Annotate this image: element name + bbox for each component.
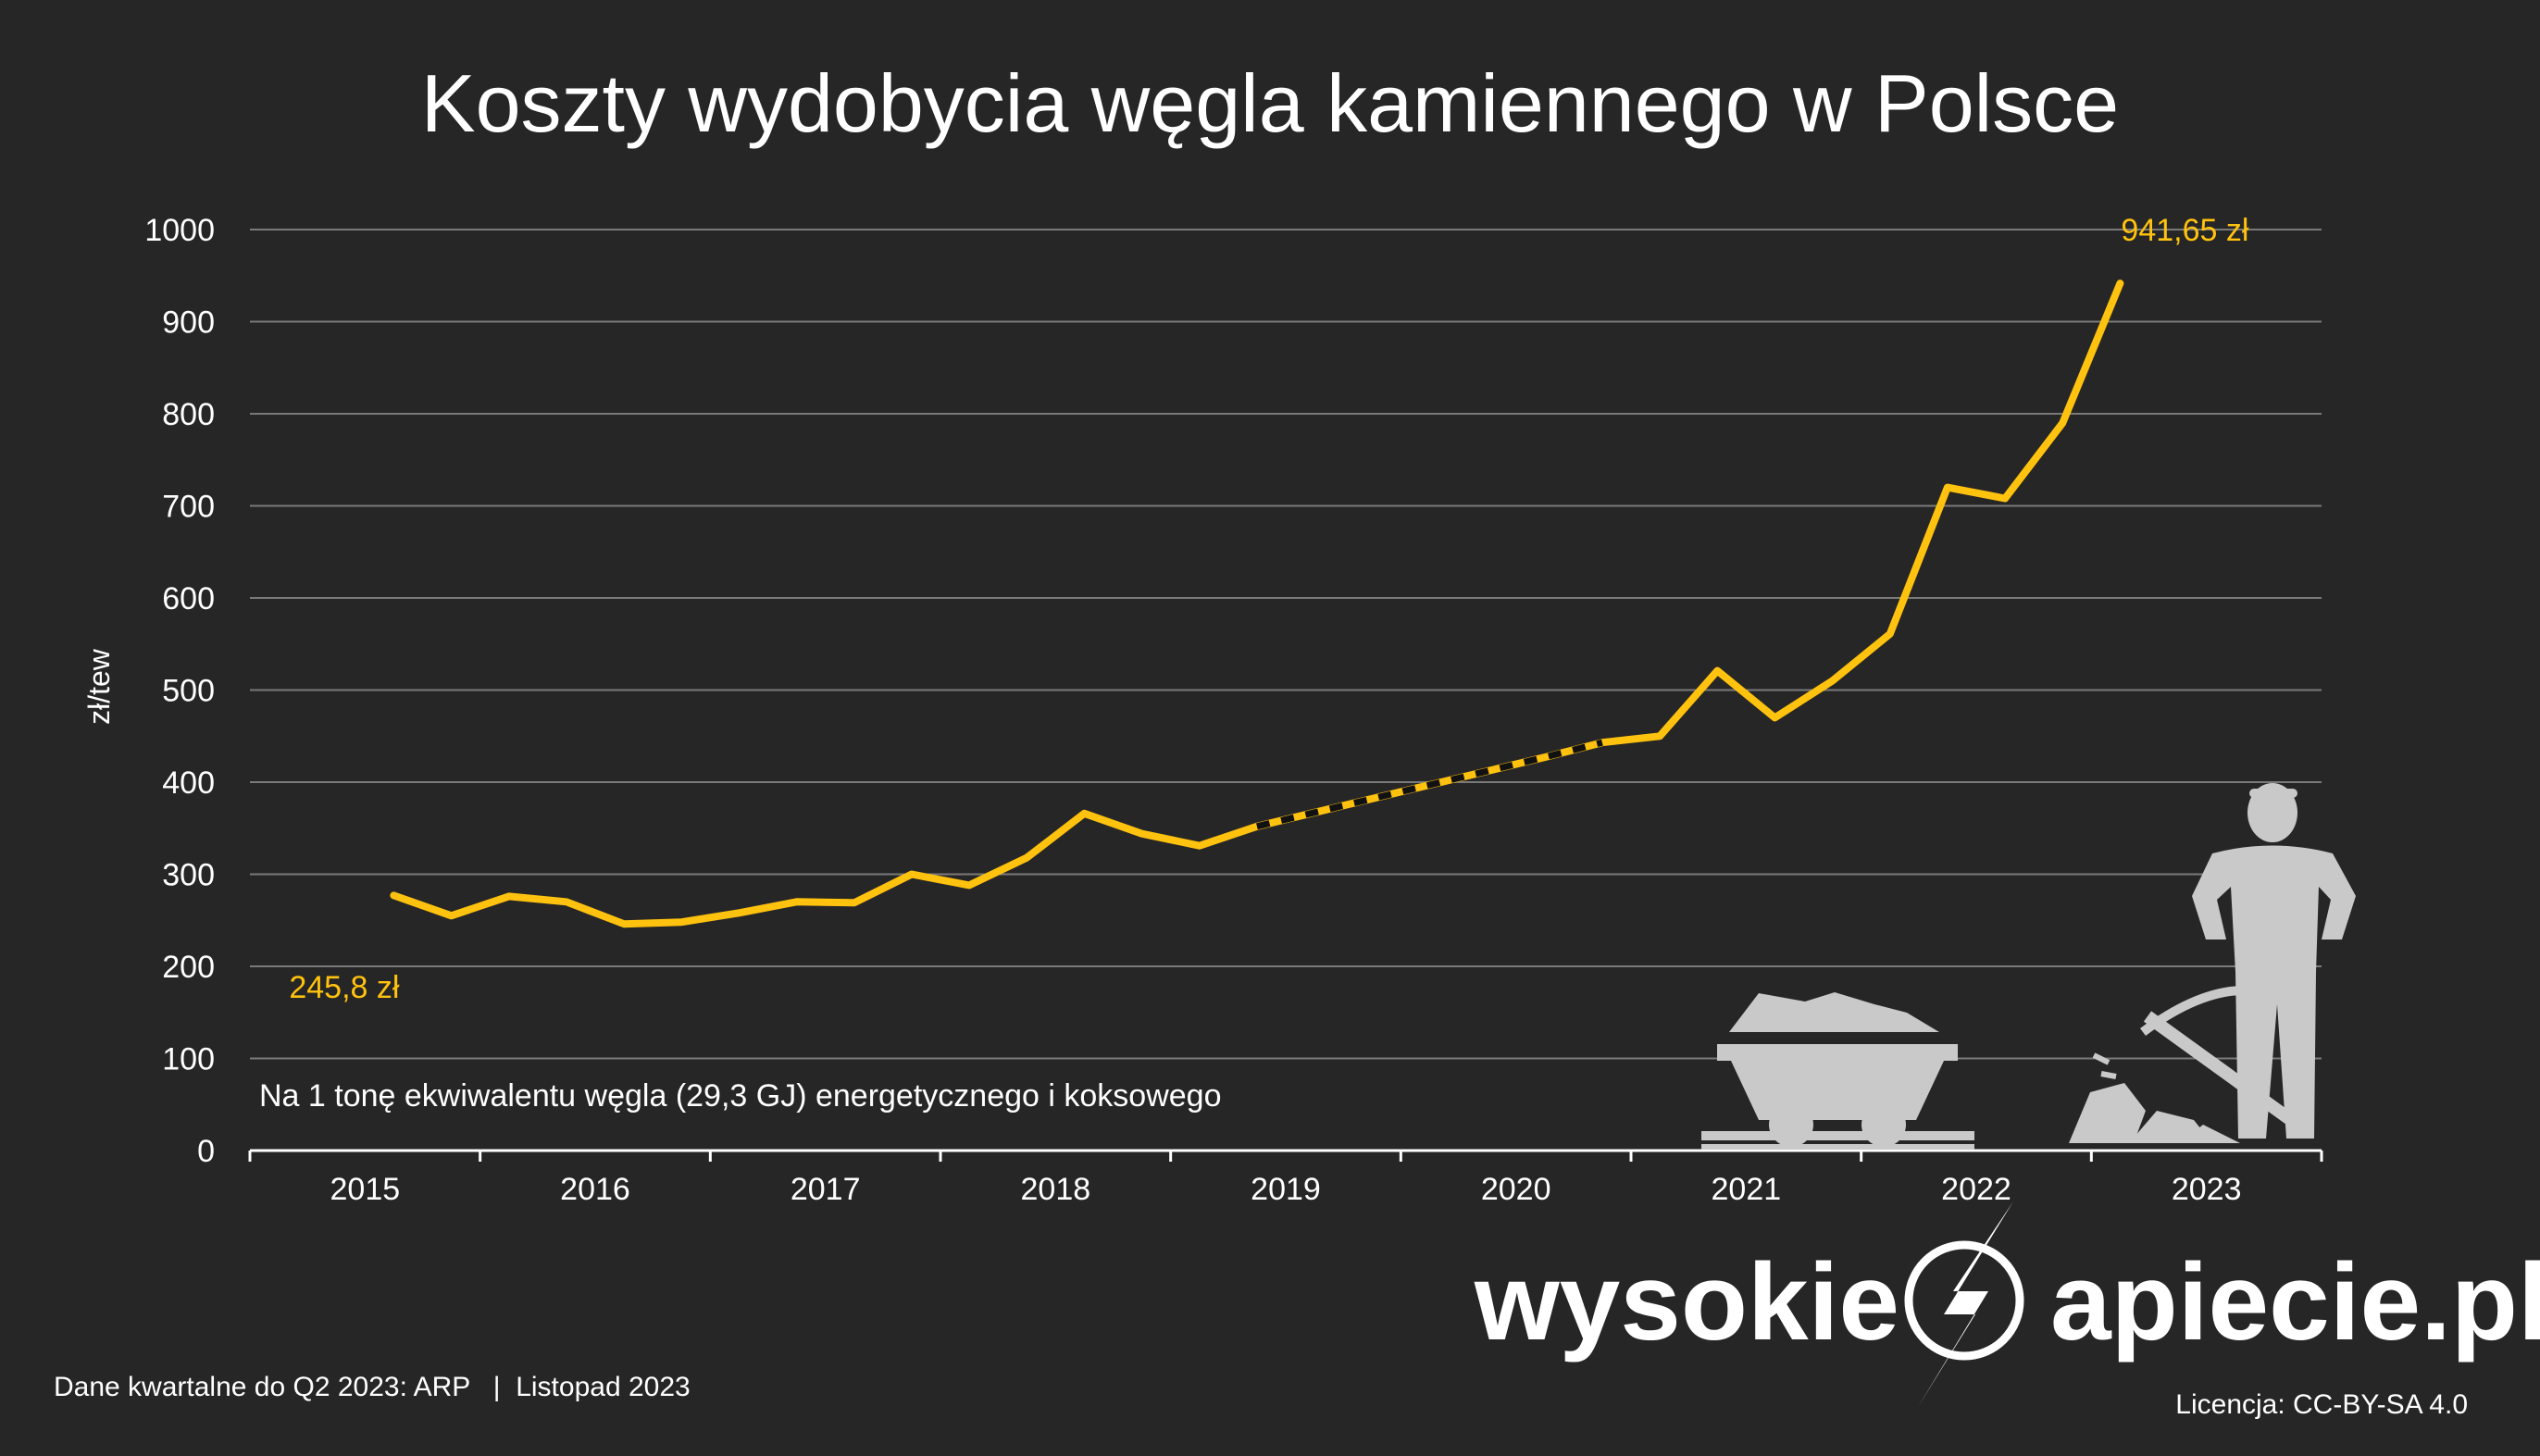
y-tick-label: 700 [162,490,215,525]
chart-title: Koszty wydobycia węgla kamiennego w Pols… [421,57,2119,149]
y-tick-label: 400 [162,765,215,801]
x-tick-label: 2018 [1021,1172,1091,1207]
x-axis: 2015 2016 2017 2018 2019 2020 2021 2022 2023 [248,1149,2323,1207]
y-tick-label: 300 [162,858,215,893]
y-axis: 0 100 200 300 400 500 600 700 800 900 1000 [144,213,215,1169]
y-axis-label: zł/tew [82,648,116,725]
y-tick-label: 500 [162,674,215,709]
annotation-max: 941,65 zł [2121,213,2248,248]
x-tick-label: 2020 [1481,1172,1551,1207]
footer-source: Dane kwartalne do Q2 2023: ARP | Listopa… [54,1372,691,1402]
y-tick-label: 200 [162,950,215,985]
brand-bolt-icon [1918,1201,2013,1407]
annotation-min: 245,8 zł [289,970,400,1005]
y-tick-label: 1000 [144,213,215,248]
grid [250,229,2322,1060]
y-tick-label: 100 [162,1042,215,1077]
series-estimated-segment [1256,739,1603,830]
y-tick-label: 800 [162,397,215,432]
miner-icon [2192,783,2356,1139]
brand-logo: wysokie apiecie.pl [1474,1201,2540,1407]
x-tick-label: 2022 [1941,1172,2011,1207]
brand-text-left: wysokie [1474,1241,1899,1363]
x-tick-label: 2019 [1251,1172,1321,1207]
series-line [390,280,2124,928]
x-tick-label: 2023 [2172,1172,2242,1207]
mine-cart-icon [1701,992,1974,1150]
y-tick-label: 900 [162,305,215,341]
y-tick-label: 0 [197,1134,215,1169]
x-tick-label: 2015 [330,1172,401,1207]
brand-text-right: apiecie.pl [2050,1241,2540,1363]
y-tick-label: 600 [162,581,215,616]
series-group [390,280,2124,928]
footer-license: Licencja: CC-BY-SA 4.0 [2175,1389,2468,1420]
x-tick-label: 2017 [791,1172,861,1207]
brand-circle [1904,1240,2024,1361]
x-tick-label: 2016 [560,1172,630,1207]
x-tick-label: 2021 [1712,1172,1782,1207]
chart-note: Na 1 tonę ekwiwalentu węgla (29,3 GJ) en… [259,1078,1221,1114]
